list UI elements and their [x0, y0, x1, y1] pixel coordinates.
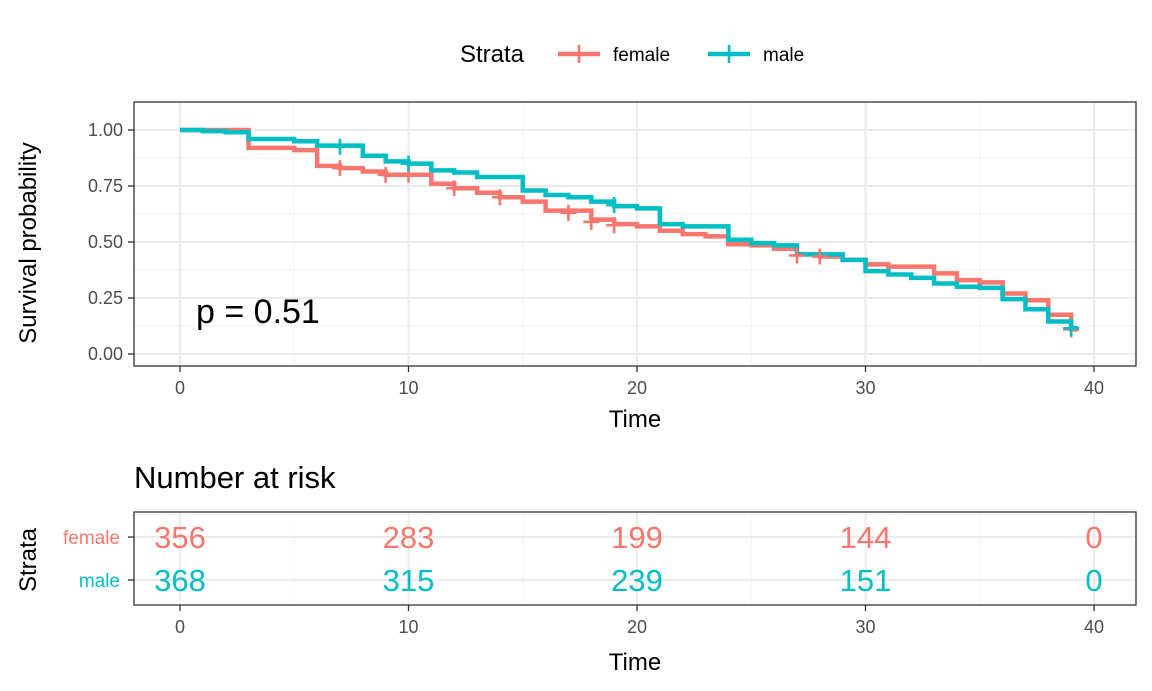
y-tick-label: 0.25 [88, 288, 123, 308]
x-tick-label: 40 [1084, 378, 1104, 398]
risk-value-male: 151 [840, 563, 892, 598]
risk-table: Number at risk 356 283 199 144 0 368 315 239 151… [15, 460, 1137, 676]
risk-x-tick-label: 10 [398, 617, 418, 637]
censor-mark-female [331, 160, 348, 177]
risk-value-female: 144 [840, 520, 892, 555]
risk-values: 356 283 199 144 0 368 315 239 151 0 [154, 520, 1102, 598]
censor-mark-female [811, 248, 828, 265]
risk-strata-labels: female male [63, 528, 134, 592]
risk-value-female: 199 [611, 520, 663, 555]
plot-background [134, 102, 1136, 366]
risk-value-male: 0 [1085, 563, 1102, 598]
censor-mark-female [583, 213, 600, 230]
risk-x-tick-label: 30 [855, 617, 875, 637]
censor-marks [331, 138, 1080, 338]
curve-male [180, 127, 1079, 331]
censor-mark-female [377, 166, 394, 183]
y-tick-label: 0.75 [88, 176, 123, 196]
risk-value-male: 315 [383, 563, 435, 598]
x-tick-label: 10 [398, 378, 418, 398]
survival-gridlines [134, 102, 1136, 366]
risk-x-axis-title: Time [609, 649, 661, 676]
censor-mark-female [491, 189, 508, 206]
censor-mark-male [331, 138, 348, 155]
x-tick-label: 30 [855, 378, 875, 398]
x-tick-label: 0 [175, 378, 185, 398]
risk-value-male: 368 [154, 563, 206, 598]
risk-x-tick-label: 40 [1084, 617, 1104, 637]
p-value-annotation: p = 0.51 [196, 293, 320, 331]
y-tick-label: 1.00 [88, 120, 123, 140]
x-axis-title: Time [609, 406, 661, 433]
risk-value-female: 0 [1085, 520, 1102, 555]
x-tick-label: 20 [627, 378, 647, 398]
censor-mark-female [446, 180, 463, 197]
strata-label-male: male [79, 571, 120, 592]
risk-border [133, 511, 1137, 606]
x-axis-ticks: 0 10 20 30 40 [175, 366, 1104, 398]
risk-value-female: 356 [154, 520, 206, 555]
censor-mark-female [606, 217, 623, 234]
risk-value-male: 239 [611, 563, 663, 598]
risk-x-tick-label: 0 [175, 617, 185, 637]
legend: Strata female male [460, 41, 804, 68]
censor-mark-female [788, 247, 805, 264]
y-axis-ticks: 0.00 0.25 0.50 0.75 1.00 [88, 120, 134, 364]
risk-y-axis-title: Strata [15, 527, 42, 592]
censor-mark-male [400, 155, 417, 172]
censor-mark-male [1063, 320, 1080, 337]
y-tick-label: 0.50 [88, 232, 123, 252]
risk-background [134, 512, 1136, 605]
legend-label-male: male [763, 45, 804, 66]
risk-table-title: Number at risk [134, 460, 336, 495]
survival-plot: 0.000.250.500.751.00 0 10 20 30 40 p = 0.51 … [15, 101, 1137, 433]
legend-title: Strata [460, 41, 525, 68]
strata-label-female: female [63, 528, 120, 549]
censor-mark-female [560, 204, 577, 221]
legend-items: female male [558, 45, 804, 66]
risk-x-tick-label: 20 [627, 617, 647, 637]
legend-label-female: female [613, 45, 670, 66]
risk-value-female: 283 [383, 520, 435, 555]
risk-x-axis-ticks: 0 10 20 30 40 [175, 605, 1104, 637]
y-tick-label: 0.00 [88, 344, 123, 364]
plot-border [133, 101, 1137, 367]
censor-mark-male [606, 197, 623, 214]
risk-gridlines [134, 512, 1136, 605]
y-axis-title: Survival probability [15, 142, 42, 343]
